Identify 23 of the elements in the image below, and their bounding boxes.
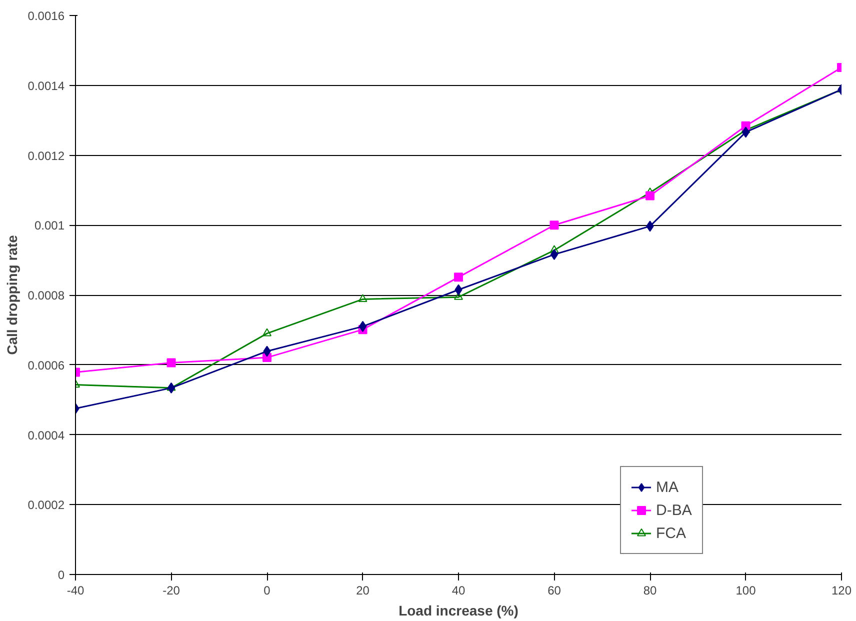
x-tick-label: 120 <box>831 584 852 598</box>
y-tick-label: 0.0008 <box>28 288 65 302</box>
y-tick-label: 0.0004 <box>28 428 65 442</box>
legend-label: MA <box>656 478 678 496</box>
y-tick-label: 0.0012 <box>28 148 65 163</box>
legend-label: D-BA <box>656 502 692 518</box>
x-axis-title: Load increase (%) <box>398 602 518 618</box>
legend-label: FCA <box>656 524 686 542</box>
x-tick-label: 40 <box>452 584 466 598</box>
y-axis-title: Call dropping rate <box>4 234 20 355</box>
x-tick-label: 60 <box>548 584 562 598</box>
y-tick-label: 0.001 <box>34 218 65 233</box>
y-tick-label: 0.0006 <box>28 358 65 372</box>
y-tick-label: 0.0016 <box>28 9 65 23</box>
x-tick-label: -20 <box>162 584 180 598</box>
x-tick-label: 20 <box>356 584 370 598</box>
y-tick-label: 0.0014 <box>28 78 65 93</box>
x-tick-label: -40 <box>66 584 84 598</box>
y-tick-label: 0.0002 <box>28 498 65 512</box>
y-tick-label: 0 <box>58 568 65 582</box>
x-tick-label: 100 <box>736 584 756 598</box>
x-tick-label: 0 <box>264 584 271 598</box>
x-tick-label: 80 <box>643 584 657 598</box>
